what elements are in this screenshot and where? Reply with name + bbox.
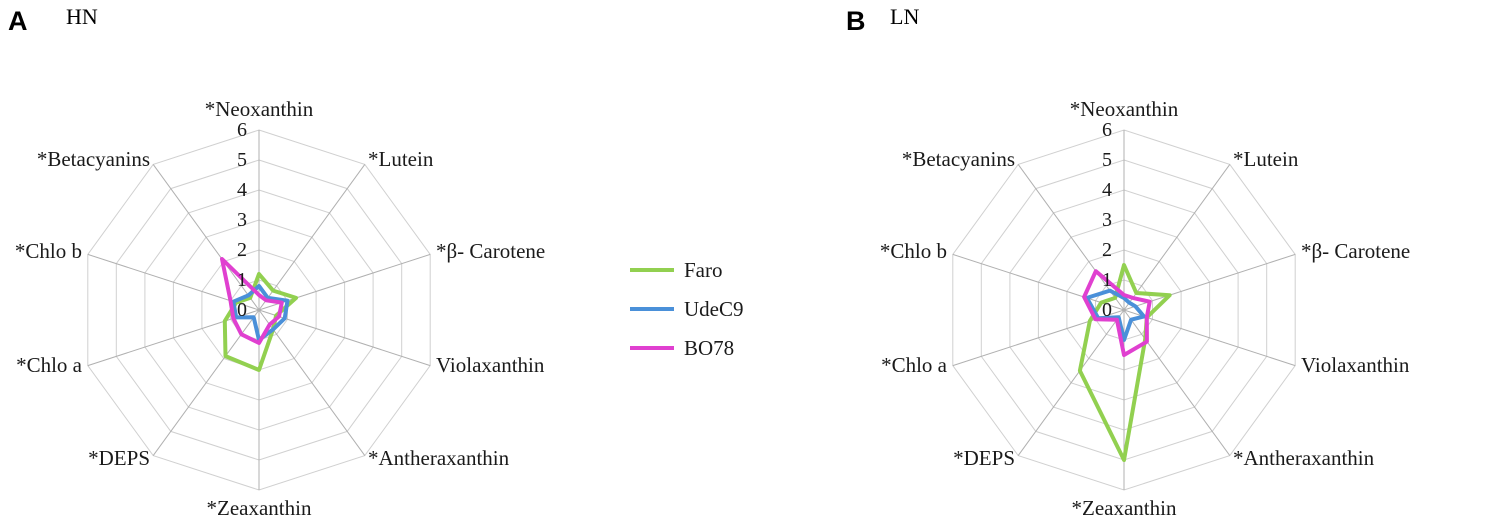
axis-spoke <box>258 164 366 311</box>
series-bo78 <box>220 257 284 345</box>
axis-spoke <box>258 309 431 367</box>
legend-label-bo78: BO78 <box>684 336 734 360</box>
axis-label: Violaxanthin <box>1301 353 1410 377</box>
panel-b-letter: B <box>846 6 866 36</box>
tick-label: 6 <box>1102 119 1112 141</box>
tick-label: 0 <box>1102 299 1112 321</box>
axis-spoke <box>1017 164 1125 311</box>
axis-label: *Neoxanthin <box>1070 97 1179 121</box>
tick-label: 4 <box>237 179 247 201</box>
axis-label: *β- Carotene <box>436 239 545 263</box>
axis-spoke <box>87 309 260 367</box>
axis-label: *Betacyanins <box>37 147 150 171</box>
tick-label: 1 <box>1102 269 1112 291</box>
tick-label: 2 <box>1102 239 1112 261</box>
axis-label: *Chlo a <box>881 353 948 377</box>
panel-a-letter: A <box>8 6 28 36</box>
axis-label: *Zeaxanthin <box>1072 496 1177 520</box>
legend-label-udec9: UdeC9 <box>684 297 744 321</box>
tick-label: 5 <box>237 149 247 171</box>
axis-label: *Antheraxanthin <box>368 446 510 470</box>
axis-label: *Chlo b <box>15 239 82 263</box>
axis-label: Violaxanthin <box>436 353 545 377</box>
axis-spoke <box>1123 164 1231 311</box>
series-bo78 <box>1082 269 1152 357</box>
axis-label: *Lutein <box>1233 147 1299 171</box>
series-udec9 <box>1084 288 1146 342</box>
axis-spoke <box>258 309 366 456</box>
axis-label: *DEPS <box>953 446 1015 470</box>
series-faro <box>222 272 299 372</box>
legend-label-faro: Faro <box>684 258 723 282</box>
tick-label: 2 <box>237 239 247 261</box>
axis-label: *Chlo a <box>16 353 83 377</box>
tick-label: 5 <box>1102 149 1112 171</box>
axis-spoke <box>152 309 260 456</box>
axis-label: *Antheraxanthin <box>1233 446 1375 470</box>
axis-spoke <box>952 253 1125 311</box>
axis-spoke <box>1123 309 1296 367</box>
series-faro <box>1077 263 1172 462</box>
axis-spoke <box>152 164 260 311</box>
tick-label: 6 <box>237 119 247 141</box>
axis-label: *Neoxanthin <box>205 97 314 121</box>
legend: Faro UdeC9 BO78 <box>630 258 744 360</box>
radar-chart-ln: *Neoxanthin *Lutein *β- Carotene Violaxanth… <box>880 97 1410 520</box>
axis-label: *Zeaxanthin <box>207 496 312 520</box>
axis-spoke <box>1123 253 1296 311</box>
tick-label: 4 <box>1102 179 1112 201</box>
axis-spoke <box>1123 309 1231 456</box>
tick-label: 3 <box>1102 209 1112 231</box>
panel-a-title: HN <box>66 4 98 29</box>
axis-label: *DEPS <box>88 446 150 470</box>
tick-label: 0 <box>237 299 247 321</box>
axis-label: *Chlo b <box>880 239 947 263</box>
tick-label: 1 <box>237 269 247 291</box>
panel-b-title: LN <box>890 4 919 29</box>
radar-chart-hn: *Neoxanthin *Lutein *β- Carotene Violaxanth… <box>15 97 545 520</box>
axis-label: *Lutein <box>368 147 434 171</box>
axis-spoke <box>1017 309 1125 456</box>
axis-label: *β- Carotene <box>1301 239 1410 263</box>
axis-label: *Betacyanins <box>902 147 1015 171</box>
tick-label: 3 <box>237 209 247 231</box>
